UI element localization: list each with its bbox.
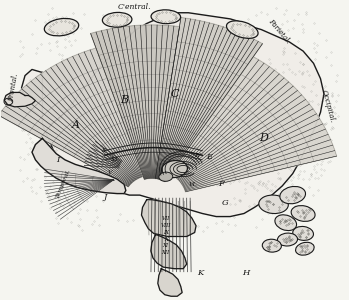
Text: X: X	[164, 237, 168, 242]
Text: III: III	[110, 158, 117, 162]
Ellipse shape	[151, 10, 180, 24]
Polygon shape	[141, 200, 196, 236]
Ellipse shape	[275, 215, 297, 231]
Ellipse shape	[162, 160, 187, 178]
Text: VI.: VI.	[189, 182, 198, 187]
Polygon shape	[0, 48, 143, 187]
Ellipse shape	[259, 195, 288, 214]
Ellipse shape	[227, 21, 258, 38]
Text: XII: XII	[162, 250, 170, 255]
Ellipse shape	[296, 242, 314, 255]
Polygon shape	[22, 13, 324, 217]
Text: H: H	[242, 269, 250, 277]
Ellipse shape	[44, 18, 79, 36]
Ellipse shape	[277, 233, 298, 246]
Polygon shape	[4, 92, 36, 107]
Text: A: A	[72, 120, 80, 130]
Text: VIII: VIII	[161, 223, 171, 228]
Text: IV: IV	[194, 153, 201, 158]
Polygon shape	[170, 57, 336, 192]
Ellipse shape	[262, 239, 281, 252]
Polygon shape	[155, 18, 262, 182]
Text: Frontal.: Frontal.	[7, 73, 20, 103]
Text: E: E	[206, 153, 212, 161]
Text: D: D	[259, 134, 268, 143]
Text: C: C	[170, 89, 179, 99]
Ellipse shape	[293, 226, 313, 240]
Ellipse shape	[4, 98, 13, 105]
Text: F: F	[218, 180, 224, 188]
Text: B: B	[120, 95, 128, 105]
Polygon shape	[32, 138, 126, 194]
Text: C'entral.: C'entral.	[118, 3, 151, 10]
Ellipse shape	[102, 12, 132, 27]
Text: I: I	[57, 156, 60, 164]
Text: IX: IX	[163, 230, 169, 235]
Text: Parietal.: Parietal.	[267, 17, 292, 45]
Text: II: II	[101, 148, 106, 153]
Text: VII: VII	[162, 216, 170, 220]
Text: Temporal.: Temporal.	[55, 168, 72, 199]
Polygon shape	[91, 25, 179, 179]
Polygon shape	[151, 235, 187, 269]
Text: Occipital.: Occipital.	[320, 89, 336, 124]
Ellipse shape	[159, 172, 173, 181]
Ellipse shape	[280, 186, 305, 204]
Text: XI: XI	[163, 244, 169, 248]
Text: J: J	[103, 193, 107, 201]
Ellipse shape	[291, 206, 315, 221]
Text: K: K	[198, 269, 204, 277]
Text: V: V	[108, 169, 112, 175]
Text: G: G	[222, 199, 228, 207]
Polygon shape	[158, 269, 182, 296]
